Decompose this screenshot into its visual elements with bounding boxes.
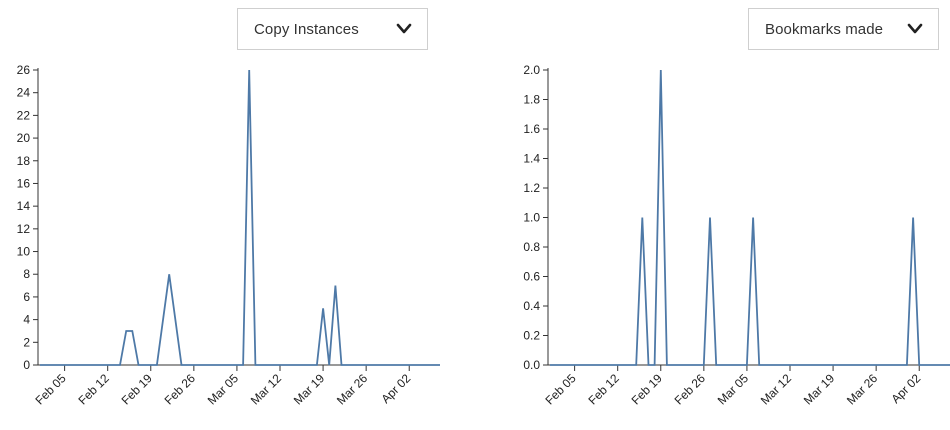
copy-x-tick-label: Feb 19 [119, 371, 156, 408]
copy-x-tick-label: Feb 12 [75, 371, 112, 408]
copy-x-tick-label: Mar 19 [291, 371, 328, 408]
copy-y-tick-label: 14 [17, 199, 31, 213]
bookmark-y-tick-label: 1.6 [523, 122, 540, 136]
copy-y-tick-label: 4 [23, 313, 30, 327]
bookmark-x-tick-label: Apr 02 [888, 371, 923, 406]
bookmark-x-tick-label: Feb 12 [585, 371, 622, 408]
chevron-down-icon[interactable] [904, 18, 926, 40]
copy-y-tick-label: 22 [17, 108, 31, 122]
copy-y-tick-label: 8 [23, 267, 30, 281]
bookmark-x-tick-label: Mar 12 [758, 371, 795, 408]
bookmark-y-tick-label: 1.4 [523, 152, 540, 166]
bookmark-y-tick-label: 1.8 [523, 93, 540, 107]
chevron-down-icon[interactable] [393, 18, 415, 40]
copy-y-tick-label: 12 [17, 222, 31, 236]
copy-y-tick-label: 20 [17, 131, 31, 145]
copy-y-tick-label: 18 [17, 154, 31, 168]
copy-x-tick-label: Mar 12 [248, 371, 285, 408]
copy-y-tick-label: 2 [23, 335, 30, 349]
bookmark-x-tick-label: Mar 05 [715, 371, 752, 408]
bookmark-series-line [550, 69, 950, 366]
metric-select-left[interactable]: Copy Instances [237, 8, 428, 50]
bookmark-y-tick-label: 0.2 [523, 329, 540, 343]
metric-select-right-value: Bookmarks made [765, 20, 884, 38]
copy-x-tick-label: Feb 26 [162, 371, 199, 408]
copy-x-tick-label: Apr 02 [378, 371, 413, 406]
copy-x-tick-label: Mar 05 [205, 371, 242, 408]
bookmark-y-tick-label: 0.0 [523, 358, 540, 372]
bookmark-y-tick-label: 0.4 [523, 299, 540, 313]
metric-select-left-value: Copy Instances [254, 20, 359, 38]
copy-y-tick-label: 10 [17, 245, 31, 259]
bookmark-x-tick-label: Feb 19 [629, 371, 666, 408]
bookmark-x-tick-label: Mar 19 [801, 371, 838, 408]
bookmark-x-tick-label: Feb 05 [542, 371, 579, 408]
bookmark-x-tick-label: Mar 26 [844, 371, 881, 408]
copy-x-tick-label: Mar 26 [334, 371, 371, 408]
bookmark-y-tick-label: 1.0 [523, 211, 540, 225]
bookmark-y-tick-label: 0.6 [523, 270, 540, 284]
copy-x-tick-label: Feb 05 [32, 371, 69, 408]
bookmark-x-tick-label: Feb 26 [672, 371, 709, 408]
bookmark-y-tick-label: 1.2 [523, 181, 540, 195]
copy-y-tick-label: 0 [23, 358, 30, 372]
bookmark-y-tick-label: 2.0 [523, 63, 540, 77]
copy-series-line [40, 69, 440, 366]
bookmark-y-tick-label: 0.8 [523, 240, 540, 254]
copy-y-tick-label: 16 [17, 176, 31, 190]
copy-y-tick-label: 6 [23, 290, 30, 304]
copy-y-tick-label: 24 [17, 86, 31, 100]
metric-select-right[interactable]: Bookmarks made [748, 8, 939, 50]
copy-y-tick-label: 26 [17, 63, 31, 77]
